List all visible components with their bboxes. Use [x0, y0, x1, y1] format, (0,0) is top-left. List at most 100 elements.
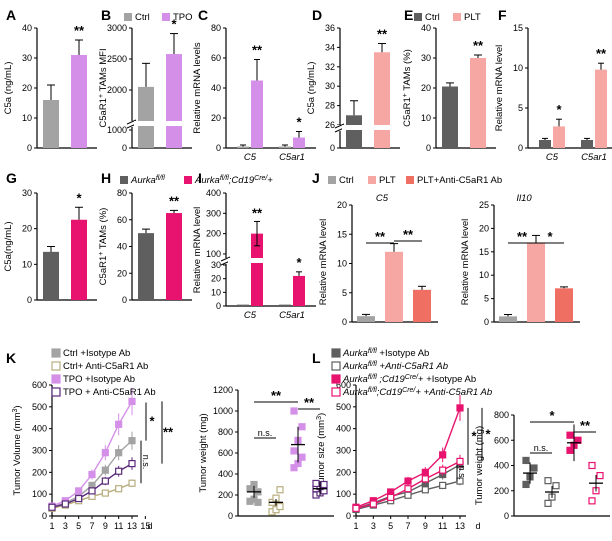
y-tick-label: 1000 — [213, 406, 233, 416]
y-tick-label: 30 — [22, 53, 32, 63]
chart-subtitle: C5 — [376, 193, 389, 204]
x-category-label: C5 — [244, 152, 257, 163]
data-point — [276, 502, 284, 511]
y-tick-label: 0 — [27, 143, 32, 153]
data-point — [298, 453, 306, 461]
y-tick-label: 0 — [342, 317, 347, 327]
y-tick-label: 10 — [337, 259, 347, 269]
y-tick-label: 5 — [518, 103, 523, 113]
legend-ctrl: Ctrl — [135, 12, 150, 23]
significance-label: * — [296, 115, 302, 130]
data-point — [88, 470, 96, 479]
data-point — [312, 479, 320, 488]
bar-aurka-fl-fl-cd19-cre- — [166, 213, 182, 300]
panel-h: C5aR1+ TAMs (%) 0 20 40 60 80 ** — [98, 188, 192, 305]
y-tick-label: 3000 — [107, 23, 127, 33]
y-tick-label: 0 — [216, 301, 221, 311]
x-category-label: C5 — [244, 310, 257, 321]
axis-break — [127, 121, 137, 127]
data-point — [566, 446, 574, 454]
data-point — [320, 480, 328, 489]
y-tick-label: 300 — [32, 446, 47, 456]
y-tick-label: 800 — [494, 410, 509, 420]
legend-swatch — [120, 176, 128, 184]
legend-ctrl: Ctrl — [425, 12, 440, 23]
y-tick-label: 10 — [479, 270, 489, 280]
y-tick-label: 40 — [211, 83, 221, 93]
data-point — [48, 503, 56, 511]
bar-plt-anti-c5ar1-ab — [555, 288, 573, 322]
panel-label-l: L — [312, 350, 321, 366]
y-tick-label: 10 — [421, 113, 431, 123]
panel-label-e: E — [404, 7, 413, 23]
y-tick-label: 200 — [206, 229, 221, 239]
y-tick-label: 20 — [22, 224, 32, 234]
y-tick-label: 10 — [513, 63, 523, 73]
data-point — [115, 449, 123, 457]
bar-plt — [385, 251, 403, 322]
y-tick-label: 32 — [325, 62, 335, 72]
panel-d: C5a (ng/mL) 0 26 28 30 32 34 36 ** — [306, 23, 400, 153]
legend-k-tpo-anti: TPO + Anti-C5aR1 Ab — [63, 387, 156, 398]
legend-tpo: TPO — [173, 12, 193, 23]
significance-label: ** — [473, 38, 484, 53]
data-point — [544, 477, 552, 485]
y-tick-label: 5 — [484, 294, 489, 304]
panel-label-f: F — [498, 7, 507, 23]
significance-label: ** — [169, 193, 180, 208]
significance-label: * — [471, 428, 477, 443]
y-tick-label: 400 — [32, 424, 47, 434]
y-tick-label: 30 — [211, 260, 221, 270]
y-tick-label: 0 — [518, 143, 523, 153]
panel-f: Relative mRNA level 0 5 10 15 * C5 ** C5ar1 — [494, 23, 612, 163]
bar-ctrl — [138, 86, 154, 148]
y-axis-label: Relative mRNA level — [494, 45, 505, 132]
legend-l-cd19-isotype: Aurkafl/fl ;Cd19Cre/+ +Isotype Ab — [342, 374, 476, 386]
x-category-label: C5 — [546, 152, 559, 163]
legend-swatch — [331, 348, 341, 358]
y-axis-label: C5a (ng/mL) — [306, 62, 317, 115]
y-axis-label: Relative mRNA level — [460, 219, 471, 306]
bar-aurka-fl-fl-cd19-cre- — [71, 219, 87, 300]
bar-break-gap — [228, 258, 314, 263]
legend-swatch — [414, 13, 422, 21]
data-point — [101, 466, 109, 474]
data-point — [128, 437, 136, 445]
y-tick-label: 40 — [421, 23, 431, 33]
y-axis-label: C5aR1+ TAMs (%) — [98, 208, 110, 286]
y-tick-label: 15 — [479, 247, 489, 257]
panel-c: Relative mRNA levels 0 20 40 60 80 ** C5 * C5ar1 — [192, 23, 316, 163]
data-point — [439, 481, 447, 490]
data-point — [369, 500, 377, 508]
x-tick-label: 3 — [371, 521, 376, 531]
y-tick-label: 400 — [336, 424, 351, 434]
y-axis-label: Relative mRNA level — [318, 219, 329, 306]
bar-ctrl — [581, 140, 593, 148]
significance-label: * — [556, 102, 562, 117]
bar-tpo — [251, 80, 263, 148]
y-tick-label: 0 — [346, 511, 351, 521]
significance-label: ** — [304, 395, 315, 410]
panel-label-a: A — [6, 7, 16, 23]
y-axis-label: Tumor weight (mg) — [474, 426, 485, 505]
data-point — [101, 477, 109, 485]
x-tick-label: 3 — [63, 521, 68, 531]
significance-label: * — [296, 255, 302, 270]
significance-label: ** — [271, 388, 282, 403]
data-point — [128, 397, 136, 405]
y-tick-label: 10 — [22, 259, 32, 269]
significance-label: n.s. — [258, 428, 273, 438]
y-axis-label: C5a(ng/mL) — [3, 221, 14, 271]
y-tick-label: 300 — [336, 446, 351, 456]
legend-swatch — [162, 13, 170, 21]
data-point — [75, 487, 83, 495]
y-tick-label: 60 — [211, 53, 221, 63]
significance-label: * — [485, 427, 491, 442]
bar-plt — [527, 242, 545, 322]
data-point — [404, 485, 412, 493]
panel-j: Relative mRNA level 0 5 10 15 20 C5 ** ** — [318, 193, 438, 327]
y-tick-label: 10 — [211, 287, 221, 297]
legend-l-flfl-isotype: Aurkafl/fl +Isotype Ab — [342, 348, 429, 360]
y-tick-label: 0 — [504, 511, 509, 521]
